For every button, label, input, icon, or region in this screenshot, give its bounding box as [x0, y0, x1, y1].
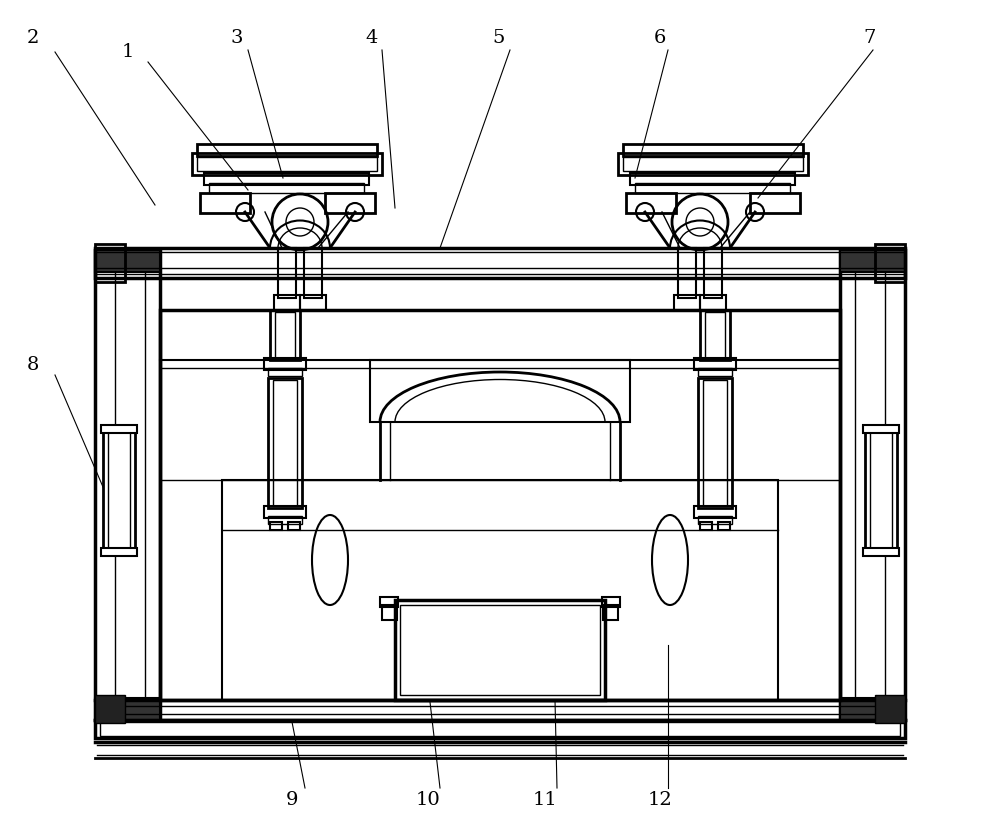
Bar: [192, 153, 382, 175]
Bar: [698, 516, 732, 524]
Bar: [325, 193, 375, 213]
Text: 8: 8: [27, 356, 39, 374]
Bar: [400, 605, 600, 695]
Bar: [705, 312, 725, 358]
Bar: [700, 310, 730, 360]
Bar: [209, 183, 364, 193]
Bar: [678, 248, 696, 298]
Bar: [300, 295, 326, 310]
Bar: [197, 157, 377, 171]
Bar: [674, 295, 700, 310]
Bar: [270, 310, 300, 360]
Bar: [382, 605, 397, 620]
Bar: [264, 506, 306, 518]
Bar: [160, 310, 840, 700]
Bar: [863, 425, 899, 433]
Bar: [268, 516, 302, 524]
Bar: [95, 698, 160, 720]
Text: 5: 5: [493, 29, 505, 47]
Bar: [703, 380, 727, 506]
Bar: [95, 695, 125, 723]
Text: 4: 4: [366, 29, 378, 47]
Bar: [718, 522, 730, 530]
Bar: [101, 425, 137, 433]
Text: 12: 12: [648, 791, 672, 809]
Bar: [222, 480, 778, 700]
Bar: [95, 248, 905, 278]
Bar: [108, 432, 130, 548]
Bar: [700, 295, 726, 310]
Text: 9: 9: [286, 791, 298, 809]
Bar: [618, 153, 808, 175]
Bar: [704, 248, 722, 298]
Bar: [200, 193, 250, 213]
Bar: [694, 358, 736, 370]
Bar: [875, 244, 905, 282]
Bar: [275, 312, 295, 358]
Bar: [100, 722, 900, 736]
Bar: [273, 380, 297, 506]
Bar: [103, 430, 135, 550]
Bar: [197, 144, 377, 156]
Text: 3: 3: [231, 29, 243, 47]
Text: 11: 11: [533, 791, 557, 809]
Bar: [840, 250, 905, 272]
Bar: [395, 600, 605, 700]
Bar: [95, 720, 905, 738]
Bar: [875, 695, 905, 723]
Bar: [270, 522, 282, 530]
Bar: [863, 548, 899, 556]
Bar: [101, 548, 137, 556]
Bar: [623, 157, 803, 171]
Text: 7: 7: [864, 29, 876, 47]
Bar: [700, 522, 712, 530]
Bar: [288, 522, 300, 530]
Bar: [304, 248, 322, 298]
Bar: [865, 430, 897, 550]
Bar: [370, 360, 630, 422]
Bar: [278, 248, 296, 298]
Bar: [268, 378, 302, 508]
Bar: [623, 144, 803, 156]
Text: 6: 6: [654, 29, 666, 47]
Bar: [750, 193, 800, 213]
Bar: [694, 506, 736, 518]
Bar: [603, 605, 618, 620]
Text: 2: 2: [27, 29, 39, 47]
Bar: [204, 173, 369, 185]
Bar: [602, 597, 620, 607]
Bar: [95, 250, 160, 720]
Text: 1: 1: [122, 43, 134, 61]
Bar: [635, 183, 790, 193]
Bar: [264, 358, 306, 370]
Bar: [95, 250, 160, 272]
Bar: [698, 368, 732, 376]
Bar: [630, 173, 795, 185]
Bar: [840, 250, 905, 720]
Bar: [274, 295, 300, 310]
Bar: [870, 432, 892, 548]
Bar: [840, 698, 905, 720]
Bar: [698, 378, 732, 508]
Bar: [95, 244, 125, 282]
Bar: [875, 248, 905, 278]
Bar: [268, 368, 302, 376]
Bar: [95, 248, 125, 278]
Bar: [626, 193, 676, 213]
Bar: [380, 597, 398, 607]
Text: 10: 10: [416, 791, 440, 809]
